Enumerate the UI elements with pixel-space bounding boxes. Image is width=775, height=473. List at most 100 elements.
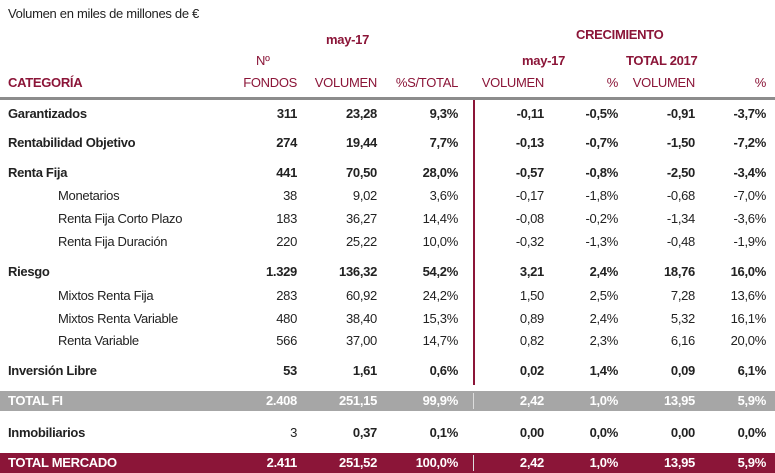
cell-value: -3,6% [733,211,767,226]
row-label: TOTAL FI [8,393,63,408]
cell-value: 9,3% [429,106,459,121]
cell-value: 7,28 [670,288,695,303]
row-label: Garantizados [8,106,87,121]
cell-value: -0,57 [515,165,544,180]
row-label: Renta Fija Corto Plazo [58,211,183,226]
cell-value: 5,32 [670,311,695,326]
cell-value: 1,50 [519,288,544,303]
row-label: Renta Variable [58,333,139,348]
cell-value: 18,76 [663,264,695,279]
cell-value: 0,1% [429,425,459,440]
cell-value: 0,00 [519,425,544,440]
cell-value: -0,17 [515,188,544,203]
cell-value: 5,9% [737,393,767,408]
cell-value: 6,16 [670,333,695,348]
cell-value: 54,2% [422,264,459,279]
cell-value: 24,2% [422,288,459,303]
cell-value: 9,02 [352,188,377,203]
cell-value: 1,4% [589,363,619,378]
column-header: %S/TOTAL [395,75,458,90]
cell-value: 3,6% [429,188,459,203]
category-heading: CATEGORÍA [8,75,83,90]
cell-value: 14,7% [422,333,459,348]
table-row: TOTAL FI 2.408 251,15 99,9% 2,42 1,0% 13,95 5,9… [0,391,775,411]
cell-value: 1,0% [589,455,619,470]
cell-value: 100,0% [415,455,459,470]
column-divider [473,455,474,471]
cell-value: 37,00 [345,333,377,348]
cell-value: 13,6% [730,288,767,303]
cell-value: 19,44 [345,135,377,150]
column-header: % [606,75,619,90]
column-header: VOLUMEN [481,75,545,90]
cell-value: 7,7% [429,135,459,150]
row-label: Riesgo [8,264,50,279]
period-heading: may-17 [326,32,370,47]
row-label: Monetarios [58,188,120,203]
row-label: Mixtos Renta Fija [58,288,154,303]
column-header: % [754,75,767,90]
cell-value: 2.411 [266,455,298,470]
growth-heading: CRECIMIENTO [576,27,664,42]
cell-value: 38 [283,188,297,203]
cell-value: -1,9% [733,234,767,249]
cell-value: -3,4% [733,165,767,180]
cell-value: 0,37 [352,425,377,440]
table-row: Mixtos Renta Variable 480 38,40 15,3% 0,89 2,… [0,308,775,330]
cell-value: 1,0% [589,393,619,408]
cell-value: 0,02 [519,363,544,378]
cell-value: 2,3% [589,333,619,348]
table-row: Renta Fija Duración 220 25,22 10,0% -0,32 -1,… [0,231,775,253]
row-label: Rentabilidad Objetivo [8,135,136,150]
cell-value: 53 [283,363,297,378]
row-label: TOTAL MERCADO [8,455,117,470]
cell-value: -2,50 [666,165,695,180]
cell-value: 36,27 [345,211,377,226]
cell-value: 10,0% [422,234,459,249]
column-divider [473,100,475,385]
cell-value: -0,11 [516,106,545,121]
cell-value: 0,89 [519,311,544,326]
cell-value: 566 [276,333,297,348]
column-divider [473,393,474,409]
cell-value: 183 [276,211,297,226]
cell-value: -0,5% [585,106,619,121]
table-row: Renta Fija 441 70,50 28,0% -0,57 -0,8% -2,50 -3… [0,162,775,184]
table-row: Monetarios 38 9,02 3,6% -0,17 -1,8% -0,68 -7,0% [0,185,775,207]
volume-note: Volumen en miles de millones de € [8,6,199,21]
column-header: FONDOS [243,75,297,90]
cell-value: 16,0% [730,264,767,279]
cell-value: 3 [290,425,297,440]
cell-value: 2,42 [519,393,544,408]
cell-value: 251,15 [339,393,377,408]
cell-value: -3,7% [733,106,767,121]
cell-value: 5,9% [737,455,767,470]
cell-value: 99,9% [422,393,459,408]
header-separator [0,97,775,100]
cell-value: -1,3% [585,234,619,249]
cell-value: 0,00 [670,425,695,440]
row-label: Renta Fija Duración [58,234,168,249]
table-row: Renta Fija Corto Plazo 183 36,27 14,4% -0,08… [0,208,775,230]
cell-value: 2,5% [589,288,619,303]
cell-value: 480 [276,311,297,326]
table-row: Mixtos Renta Fija 283 60,92 24,2% 1,50 2,5% 7,… [0,285,775,307]
cell-value: 0,6% [429,363,459,378]
cell-value: 2,4% [589,311,619,326]
row-label: Renta Fija [8,165,68,180]
column-header: VOLUMEN [632,75,696,90]
column-header: VOLUMEN [314,75,378,90]
cell-value: 13,95 [663,393,695,408]
cell-value: -7,0% [733,188,767,203]
cell-value: 0,09 [670,363,695,378]
cell-value: -0,32 [515,234,544,249]
cell-value: 0,82 [519,333,544,348]
cell-value: -0,7% [585,135,619,150]
cell-value: 2.408 [265,393,297,408]
cell-value: 13,95 [663,455,695,470]
row-label: Mixtos Renta Variable [58,311,178,326]
cell-value: 6,1% [737,363,767,378]
cell-value: 60,92 [345,288,377,303]
table-row: Riesgo 1.329 136,32 54,2% 3,21 2,4% 18,76 16,0% [0,261,775,283]
cell-value: 15,3% [422,311,459,326]
